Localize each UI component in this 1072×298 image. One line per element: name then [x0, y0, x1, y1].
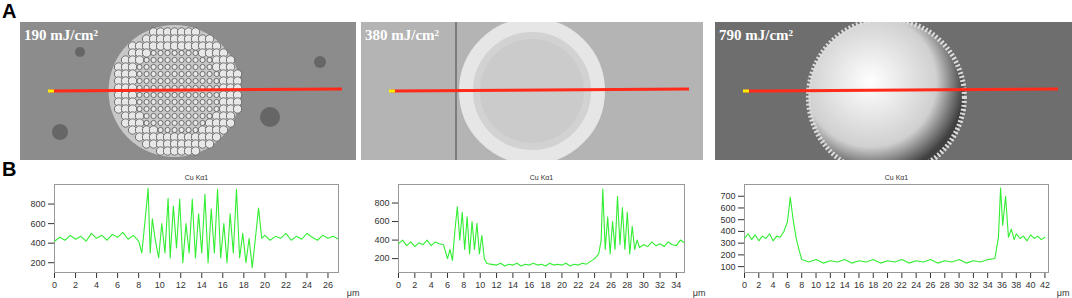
svg-text:400: 400: [30, 238, 45, 248]
svg-text:22: 22: [573, 280, 583, 290]
svg-text:20: 20: [557, 280, 567, 290]
svg-text:400: 400: [720, 226, 735, 236]
svg-text:4: 4: [429, 280, 434, 290]
svg-text:800: 800: [374, 198, 389, 208]
svg-text:20: 20: [260, 280, 270, 290]
svg-text:100: 100: [720, 262, 735, 272]
svg-text:24: 24: [302, 280, 312, 290]
svg-text:16: 16: [524, 280, 534, 290]
svg-text:6: 6: [445, 280, 450, 290]
svg-text:10: 10: [811, 280, 821, 290]
svg-text:32: 32: [968, 280, 978, 290]
svg-text:18: 18: [541, 280, 551, 290]
svg-text:26: 26: [323, 280, 333, 290]
svg-text:18: 18: [239, 280, 249, 290]
svg-text:μm: μm: [1057, 288, 1070, 298]
svg-text:14: 14: [197, 280, 207, 290]
svg-text:200: 200: [30, 258, 45, 268]
svg-text:30: 30: [954, 280, 964, 290]
svg-text:190 mJ/cm²: 190 mJ/cm²: [24, 27, 99, 43]
svg-text:0: 0: [396, 280, 401, 290]
html-text:B: B: [2, 158, 17, 180]
svg-text:42: 42: [1040, 280, 1050, 290]
svg-text:200: 200: [374, 253, 389, 263]
svg-text:200: 200: [720, 250, 735, 260]
svg-text:6: 6: [785, 280, 790, 290]
svg-text:10: 10: [475, 280, 485, 290]
svg-text:34: 34: [983, 280, 993, 290]
svg-text:Cu Kα1: Cu Kα1: [885, 174, 909, 181]
svg-text:24: 24: [590, 280, 600, 290]
svg-text:22: 22: [897, 280, 907, 290]
svg-text:8: 8: [799, 280, 804, 290]
svg-text:790 mJ/cm²: 790 mJ/cm²: [719, 27, 794, 43]
svg-text:8: 8: [136, 280, 141, 290]
svg-text:12: 12: [492, 280, 502, 290]
svg-text:14: 14: [508, 280, 518, 290]
svg-text:600: 600: [720, 203, 735, 213]
svg-text:μm: μm: [693, 288, 706, 298]
svg-text:8: 8: [461, 280, 466, 290]
svg-text:600: 600: [374, 216, 389, 226]
svg-text:800: 800: [30, 199, 45, 209]
svg-text:32: 32: [655, 280, 665, 290]
svg-text:380 mJ/cm²: 380 mJ/cm²: [365, 27, 440, 43]
svg-text:0: 0: [52, 280, 57, 290]
svg-text:4: 4: [94, 280, 99, 290]
svg-text:300: 300: [720, 238, 735, 248]
svg-text:26: 26: [925, 280, 935, 290]
svg-text:500: 500: [720, 215, 735, 225]
svg-text:2: 2: [756, 280, 761, 290]
svg-text:6: 6: [115, 280, 120, 290]
svg-text:20: 20: [883, 280, 893, 290]
svg-text:24: 24: [911, 280, 921, 290]
svg-text:600: 600: [30, 218, 45, 228]
svg-text:10: 10: [155, 280, 165, 290]
svg-text:2: 2: [73, 280, 78, 290]
svg-text:34: 34: [671, 280, 681, 290]
svg-text:18: 18: [868, 280, 878, 290]
svg-text:30: 30: [639, 280, 649, 290]
svg-text:Cu Kα1: Cu Kα1: [530, 174, 554, 181]
svg-text:700: 700: [720, 191, 735, 201]
svg-text:14: 14: [840, 280, 850, 290]
svg-text:12: 12: [825, 280, 835, 290]
svg-text:Cu Kα1: Cu Kα1: [185, 174, 209, 181]
svg-text:400: 400: [374, 235, 389, 245]
svg-text:μm: μm: [347, 288, 360, 298]
svg-text:38: 38: [1011, 280, 1021, 290]
svg-text:36: 36: [997, 280, 1007, 290]
svg-text:28: 28: [940, 280, 950, 290]
svg-text:2: 2: [412, 280, 417, 290]
svg-text:22: 22: [281, 280, 291, 290]
svg-text:16: 16: [854, 280, 864, 290]
svg-text:12: 12: [176, 280, 186, 290]
svg-text:0: 0: [742, 280, 747, 290]
svg-text:4: 4: [771, 280, 776, 290]
svg-text:40: 40: [1026, 280, 1036, 290]
html-text:A: A: [2, 0, 17, 22]
svg-text:16: 16: [218, 280, 228, 290]
svg-text:28: 28: [622, 280, 632, 290]
svg-text:26: 26: [606, 280, 616, 290]
